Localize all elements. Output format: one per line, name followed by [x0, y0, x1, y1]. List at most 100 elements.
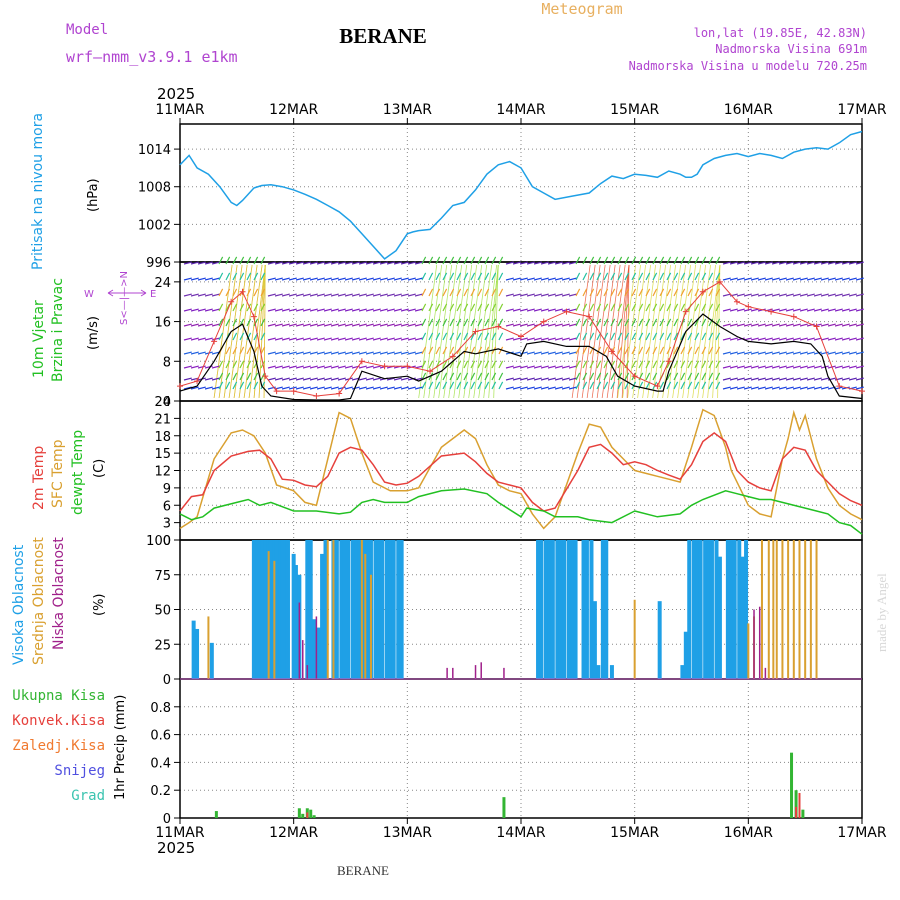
wind-arrow: [736, 351, 745, 355]
wind-arrow: [631, 256, 637, 265]
wind-arrow: [372, 365, 381, 369]
wind-arrow: [666, 381, 672, 390]
cloud-bar-high: [278, 540, 283, 679]
wind-arrow: [246, 346, 252, 355]
cloud-bar-low: [503, 667, 505, 679]
wind-arrow: [827, 308, 836, 312]
lonlat-label: lon,lat (19.85E, 42.83N): [694, 26, 867, 40]
wind-arrow: [316, 261, 325, 265]
wind-arrow: [365, 386, 374, 390]
wind-arrow: [729, 323, 738, 327]
wind-arrow: [575, 303, 581, 312]
wind-arrow: [687, 272, 693, 281]
wind-arrow: [365, 337, 374, 341]
cloud-bar-low: [753, 609, 755, 679]
temperature-ytick-label: 0: [163, 534, 171, 549]
cloud-bar-mid: [815, 540, 818, 679]
wind-arrow: [596, 372, 602, 381]
wind-arrow: [393, 377, 402, 381]
wind-arrow: [449, 303, 455, 312]
wind-arrow: [351, 261, 360, 265]
wind-arrow: [183, 365, 192, 369]
wind-arrow: [631, 346, 637, 355]
wind-arrow: [260, 303, 266, 312]
wind-arrow: [799, 277, 808, 281]
wind-arrow: [421, 256, 427, 265]
wind-arrow: [253, 256, 259, 265]
x-tick-label-top: 11MAR: [155, 102, 204, 118]
precipitation-ytick-label: 0.4: [150, 756, 171, 771]
wind-gust-marker: [262, 373, 269, 380]
wind-arrow: [344, 386, 353, 390]
wind-arrow: [288, 323, 297, 327]
wind-arrow: [316, 351, 325, 355]
wind-hatch: [586, 264, 606, 399]
wind-arrow: [372, 261, 381, 265]
wind-arrow: [309, 261, 318, 265]
wind-arrow: [295, 323, 304, 327]
wind-arrow: [204, 365, 213, 369]
cloud-bar-high: [365, 540, 370, 679]
cloud-bar-high: [376, 540, 381, 679]
wind-arrow: [211, 277, 220, 281]
wind-arrow: [379, 308, 388, 312]
wind-arrow: [820, 277, 829, 281]
wind-arrow: [603, 381, 609, 390]
wind-gust-marker: [194, 378, 201, 385]
wind-arrow: [743, 377, 752, 381]
wind-arrow: [764, 365, 773, 369]
wind-arrow: [421, 272, 427, 281]
wind-arrow: [449, 318, 455, 327]
wind-arrow: [582, 256, 588, 265]
wind-hatch: [616, 264, 630, 399]
wind-arrow: [813, 261, 822, 265]
temp-sfc-label: SFC Temp: [50, 439, 66, 508]
wind-arrow: [610, 332, 616, 341]
wind-arrow: [421, 360, 427, 369]
wind-arrow: [197, 337, 206, 341]
wind-arrow: [589, 360, 595, 369]
wind-arrow: [827, 277, 836, 281]
year-label-bottom: 2025: [157, 839, 195, 857]
cloud-bar-high: [592, 601, 597, 679]
wind-arrow: [512, 377, 521, 381]
wind-arrow: [218, 272, 224, 281]
wind-arrow: [617, 372, 623, 381]
wind-arrow: [757, 377, 766, 381]
wind-arrow: [687, 256, 693, 265]
wind-arrow: [680, 360, 686, 369]
wind-arrow: [386, 386, 395, 390]
wind-arrow: [715, 346, 721, 355]
wind-arrow: [309, 377, 318, 381]
wind-arrow: [659, 318, 665, 327]
wind-arrow: [589, 256, 595, 265]
pressure-line: [179, 130, 863, 260]
wind-arrow: [225, 256, 231, 265]
pressure-name: Pritisak na nivou mora: [30, 113, 46, 270]
wind-arrow: [505, 337, 514, 341]
wind-arrow: [337, 386, 346, 390]
wind-arrow: [456, 372, 462, 381]
wind-arrow: [267, 386, 276, 390]
temp-dew-line: [179, 488, 863, 535]
wind-gust-marker: [250, 313, 257, 320]
cloud-bar-high: [323, 540, 328, 679]
cloud-bar-high: [283, 540, 288, 679]
wind-arrow: [519, 386, 528, 390]
wind-arrow: [288, 377, 297, 381]
wind-gust-marker: [211, 338, 218, 345]
wind-arrow: [722, 365, 731, 369]
wind-arrow: [519, 351, 528, 355]
cloud-unit: (%): [92, 594, 107, 617]
wind-arrow: [183, 351, 192, 355]
wind-arrow: [715, 360, 721, 369]
wind-arrow: [288, 337, 297, 341]
wind-arrow: [456, 360, 462, 369]
wind-arrow: [778, 308, 787, 312]
wind-arrow: [372, 337, 381, 341]
wind-arrow: [533, 337, 542, 341]
cloud-bar-high: [293, 565, 298, 679]
wind-arrow: [414, 293, 423, 297]
wind-arrow: [722, 386, 731, 390]
wind-arrow: [694, 381, 700, 390]
